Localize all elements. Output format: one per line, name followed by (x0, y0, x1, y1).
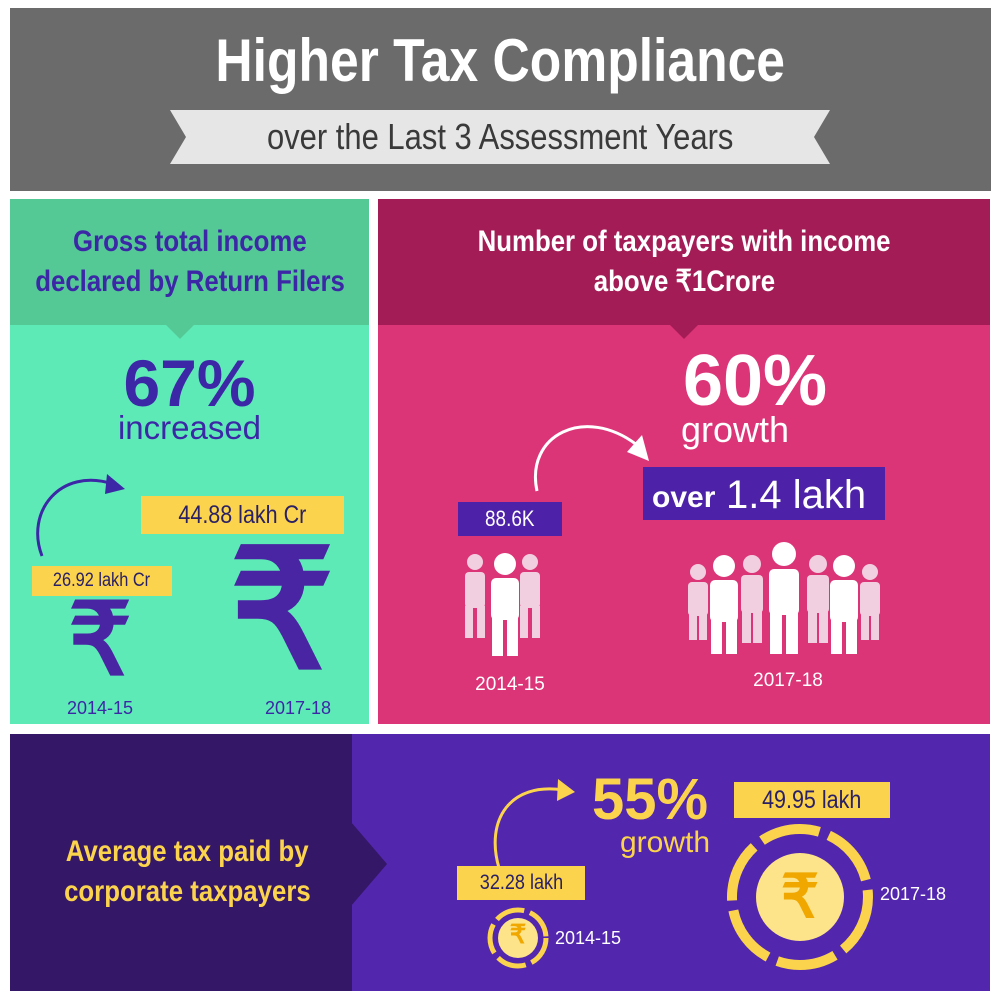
taxpayers-header-pointer (669, 324, 699, 339)
rupee-coin-large-icon (727, 824, 873, 970)
rupee-icon-large: ₹ (229, 518, 335, 702)
income-percent-word: increased (117, 409, 262, 446)
corporate-2014-value-text: 32.28 lakh (479, 871, 563, 894)
income-title-line2: declared by Return Filers (35, 265, 345, 298)
income-2017-value-text: 44.88 lakh Cr (178, 501, 307, 529)
corporate-panel-label-area (10, 734, 352, 991)
corporate-2017-value: 49.95 lakh (734, 782, 890, 818)
corporate-percent: 55% (591, 767, 709, 832)
taxpayers-percent-word: growth (680, 409, 790, 450)
taxpayers-2014-value: 88.6K (458, 502, 562, 536)
rupee-icon-coin-small: ₹ (509, 919, 527, 949)
taxpayers-2014-value-text: 88.6K (485, 506, 535, 531)
income-2017-value: 44.88 lakh Cr (141, 496, 344, 534)
corporate-percent-word: growth (619, 826, 711, 859)
taxpayers-title-line2: above ₹1Crore (593, 265, 775, 298)
page-subtitle: over the Last 3 Assessment Years (170, 110, 830, 164)
corporate-panel-body (352, 734, 990, 991)
income-percent: 67% (123, 346, 256, 420)
taxpayers-2017-badge (643, 467, 885, 520)
curved-arrow-icon (493, 779, 575, 869)
page-subtitle-text: over the Last 3 Assessment Years (266, 116, 734, 157)
page-title-text: Higher Tax Compliance (215, 27, 785, 94)
corporate-title-line1: Average tax paid by (66, 835, 309, 868)
rupee-icon-small: ₹ (68, 584, 132, 696)
corporate-panel-title: Average tax paid by corporate taxpayers (10, 832, 365, 912)
subtitle-ribbon (170, 110, 830, 164)
income-year-2017: 2017-18 (264, 698, 332, 718)
taxpayers-percent: 60% (682, 341, 828, 421)
people-group-small-icon (465, 553, 540, 656)
corporate-year-2017: 2017-18 (880, 884, 947, 904)
taxpayers-title-line1: Number of taxpayers with income (477, 225, 891, 258)
curved-arrow-icon (534, 425, 649, 492)
income-year-2014: 2014-15 (66, 698, 134, 718)
corporate-2017-badge (734, 782, 890, 818)
people-group-large-icon (688, 542, 880, 654)
income-2014-value-text: 26.92 lakh Cr (53, 570, 151, 591)
taxpayers-panel-title: Number of taxpayers with income above ₹1… (378, 222, 990, 302)
taxpayers-year-2017: 2017-18 (753, 670, 823, 691)
taxpayers-2017-value: 1.4 lakh (726, 473, 867, 517)
corporate-title-line2: corporate taxpayers (64, 875, 311, 908)
corporate-2017-value-text: 49.95 lakh (762, 786, 862, 814)
taxpayers-2014-badge (458, 502, 562, 536)
page-title: Higher Tax Compliance (0, 26, 1000, 96)
curved-arrow-icon (36, 474, 125, 557)
income-panel-header (10, 199, 369, 325)
taxpayers-2017-prefix: over (652, 481, 716, 514)
income-title-line1: Gross total income (72, 225, 307, 258)
income-2014-badge (32, 566, 172, 596)
income-2017-badge (141, 496, 344, 534)
rupee-icon-coin-large: ₹ (780, 863, 820, 930)
income-panel-title: Gross total income declared by Return Fi… (10, 222, 369, 302)
income-header-pointer (165, 324, 195, 339)
corporate-2014-value: 32.28 lakh (457, 866, 585, 900)
income-2014-value: 26.92 lakh Cr (32, 566, 172, 596)
taxpayers-year-2014: 2014-15 (475, 674, 545, 695)
taxpayers-panel-header (378, 199, 990, 325)
corporate-label-pointer (351, 822, 387, 906)
rupee-coin-small-icon (487, 907, 549, 969)
corporate-2014-badge (457, 866, 585, 900)
corporate-year-2014: 2014-15 (555, 928, 622, 948)
